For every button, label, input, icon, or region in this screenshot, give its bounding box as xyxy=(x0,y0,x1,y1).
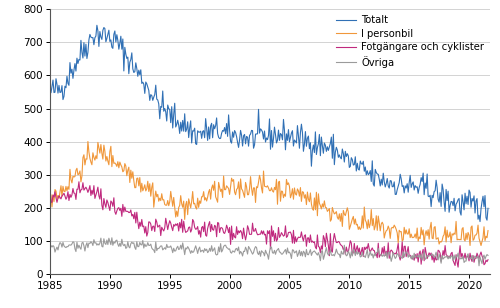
Övriga xyxy=(200,248,205,252)
Totalt xyxy=(90,36,96,39)
I personbil xyxy=(91,156,97,159)
Fotgängare och cyklister xyxy=(485,258,491,261)
Line: I personbil: I personbil xyxy=(50,142,488,245)
I personbil xyxy=(200,195,205,199)
I personbil xyxy=(112,161,118,165)
I personbil xyxy=(485,229,491,233)
Fotgängare och cyklister xyxy=(202,233,208,237)
Fotgängare och cyklister xyxy=(91,184,97,188)
Legend: Totalt, I personbil, Fotgängare och cyklister, Övriga: Totalt, I personbil, Fotgängare och cykl… xyxy=(333,12,487,71)
Totalt xyxy=(432,189,438,192)
Line: Fotgängare och cyklister: Fotgängare och cyklister xyxy=(50,182,488,267)
Övriga xyxy=(112,241,118,245)
Övriga xyxy=(485,253,491,257)
Övriga xyxy=(109,236,115,240)
Totalt xyxy=(94,23,100,27)
Övriga xyxy=(90,244,96,247)
Övriga xyxy=(455,251,461,255)
Totalt xyxy=(455,198,461,202)
Fotgängare och cyklister xyxy=(47,186,53,190)
Totalt xyxy=(112,29,118,33)
Fotgängare och cyklister xyxy=(456,253,462,257)
I personbil xyxy=(85,140,91,144)
Totalt xyxy=(477,220,483,223)
Övriga xyxy=(476,264,482,268)
Fotgängare och cyklister xyxy=(200,225,205,228)
Totalt xyxy=(47,87,53,90)
Fotgängare och cyklister xyxy=(432,254,438,258)
Övriga xyxy=(432,253,438,257)
I personbil xyxy=(478,244,484,247)
Fotgängare och cyklister xyxy=(455,265,461,269)
Övriga xyxy=(47,245,53,249)
I personbil xyxy=(432,225,438,229)
Fotgängare och cyklister xyxy=(76,180,82,184)
I personbil xyxy=(202,196,208,200)
Totalt xyxy=(485,206,491,210)
Line: Övriga: Övriga xyxy=(50,238,488,266)
Totalt xyxy=(200,130,205,133)
Övriga xyxy=(202,249,208,253)
Fotgängare och cyklister xyxy=(112,210,118,213)
I personbil xyxy=(455,237,461,241)
I personbil xyxy=(47,191,53,195)
Line: Totalt: Totalt xyxy=(50,25,488,221)
Totalt xyxy=(202,117,208,120)
